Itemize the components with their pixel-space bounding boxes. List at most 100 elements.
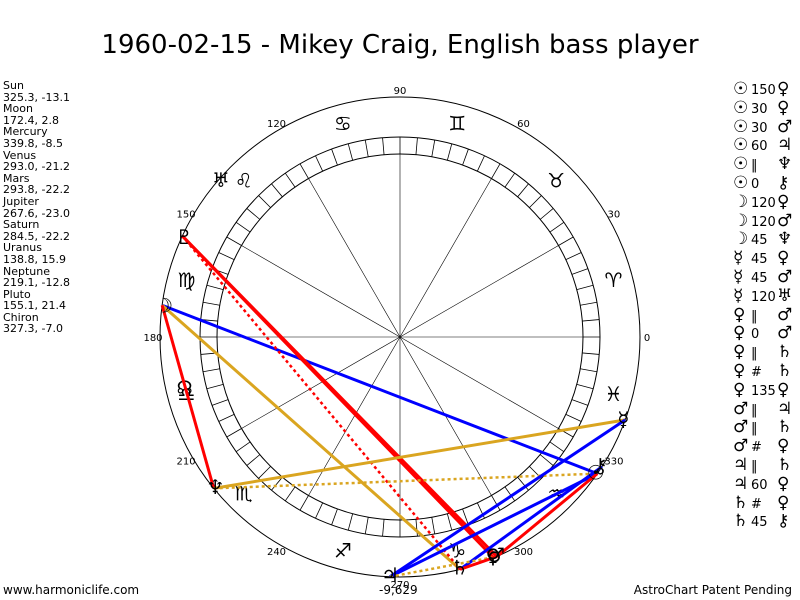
degree-tick: [202, 301, 220, 306]
degree-tick: [558, 236, 574, 246]
aspect-value: 60: [751, 477, 768, 493]
aspect-value: 30: [751, 101, 768, 117]
planet-name-mars: Mars: [3, 171, 30, 185]
planet-position-pluto: 155.1, 21.4: [3, 299, 66, 313]
aspect-planet-b-glyph: ♆: [777, 154, 793, 175]
zodiac-sign-glyph: ♍: [178, 268, 196, 292]
aspect-planet-b-glyph: ♃: [777, 135, 793, 156]
degree-tick: [446, 143, 453, 161]
planet-glyph-sun: ☉: [587, 460, 605, 484]
aspect-planet-b-glyph: ♂: [777, 304, 793, 325]
planet-name-neptune: Neptune: [3, 264, 51, 278]
degree-tick: [491, 163, 501, 179]
aspect-planet-a-glyph: ♀: [733, 304, 746, 325]
aspect-planet-b-glyph: ♆: [777, 229, 793, 250]
aspect-line: [459, 465, 603, 571]
aspect-value: #: [751, 496, 762, 512]
degree-tick: [491, 495, 501, 511]
aspect-row: ☿ 45 ♂: [733, 268, 795, 287]
aspect-row: ♂ ‖ ♃: [733, 398, 795, 419]
degree-tick: [549, 441, 565, 453]
aspect-planet-a-glyph: ☉: [733, 135, 749, 156]
aspect-value: 45: [751, 515, 768, 531]
planet-position-mars: 293.8, -22.2: [3, 183, 70, 197]
aspect-row: ☉ 30 ♂: [733, 116, 795, 137]
degree-tick: [571, 268, 589, 275]
planet-position-list: Sun 325.3, -13.1 Moon 172.4, 2.8 Mercury 339.…: [3, 80, 70, 335]
degree-tick: [539, 454, 554, 466]
degree-tick: [299, 163, 309, 179]
planet-glyph-venus: ♀: [486, 544, 501, 568]
aspect-planet-b-glyph: ♅: [777, 285, 793, 306]
degree-label: 120: [267, 119, 286, 130]
planet-glyph-mercury: ☿: [617, 407, 629, 431]
aspect-row: ☽ 120♂: [733, 211, 795, 231]
aspect-planet-a-glyph: ☉: [733, 154, 749, 175]
zodiac-sign-glyph: ♓: [605, 382, 623, 406]
site-url[interactable]: www.harmoniclife.com: [3, 583, 140, 597]
aspect-line: [161, 304, 462, 571]
house-spoke: [241, 245, 401, 338]
degree-tick: [549, 221, 565, 233]
degree-tick: [202, 368, 220, 373]
degree-tick: [218, 413, 235, 422]
aspect-planet-a-glyph: ☉: [733, 97, 749, 118]
aspect-value: 30: [751, 120, 768, 136]
planet-name-sun: Sun: [3, 79, 24, 92]
aspect-row: ♀ # ♄: [733, 362, 795, 381]
planet-name-chiron: Chiron: [3, 310, 39, 324]
house-spoke: [241, 336, 401, 429]
aspect-planet-b-glyph: ♃: [777, 398, 793, 419]
degree-tick: [315, 155, 324, 172]
degree-label: 180: [143, 333, 162, 344]
planet-name-moon: Moon: [3, 102, 33, 116]
aspect-planet-a-glyph: ♂: [733, 398, 749, 419]
degree-tick: [206, 383, 224, 390]
aspect-row: ☉ 0 ⚷: [733, 174, 795, 193]
aspect-planet-b-glyph: ⚷: [777, 172, 790, 193]
planet-position-saturn: 284.5, -22.2: [3, 229, 70, 243]
aspect-planet-b-glyph: ♄: [777, 360, 793, 381]
degree-tick: [331, 508, 338, 526]
aspect-planet-a-glyph: ♃: [733, 473, 749, 494]
planet-position-neptune: 219.1, -12.8: [3, 276, 70, 290]
aspect-line: [495, 472, 599, 558]
planet-name-venus: Venus: [3, 148, 37, 162]
aspect-row: ☿ 120♅: [733, 285, 795, 306]
degree-tick: [517, 476, 529, 491]
degree-tick: [382, 519, 385, 537]
degree-tick: [246, 208, 261, 220]
degree-label: 30: [608, 210, 621, 221]
coordinate-readout: -9,629: [379, 583, 418, 597]
degree-tick: [211, 399, 229, 406]
planet-glyph-jupiter: ♃: [381, 563, 399, 587]
degree-tick: [284, 172, 296, 188]
aspect-list: ☉ 150♀ ☉ 30 ♀ ☉ 30 ♂ ☉ 60 ♃ ☉ ‖ ♆ ☉ 0 ⚷ ☽ 120♀ ☽ 120♂ ☽ 45 ♆ ☿ 45…: [733, 80, 795, 531]
aspect-row: ♀ 135♀: [733, 380, 795, 400]
degree-tick: [462, 148, 469, 166]
planet-glyph-chiron: ⚷: [593, 454, 608, 478]
degree-tick: [580, 368, 598, 373]
aspect-value: 0: [751, 176, 760, 192]
planet-position-sun: 325.3, -13.1: [3, 90, 70, 104]
aspect-row: ☿ 45 ♀: [733, 249, 795, 268]
aspect-value: 45: [751, 270, 768, 286]
aspect-planet-b-glyph: ♂: [777, 266, 793, 287]
aspect-planet-b-glyph: ♀: [777, 191, 790, 212]
aspect-planet-a-glyph: ☉: [733, 116, 749, 137]
degree-tick: [565, 413, 582, 422]
degree-tick: [576, 284, 594, 291]
degree-label: 150: [177, 210, 196, 221]
degree-tick: [539, 208, 554, 220]
aspect-planet-b-glyph: ♀: [777, 79, 790, 99]
aspect-planet-a-glyph: ☿: [733, 266, 744, 287]
degree-label: 0: [644, 333, 650, 344]
aspect-row: ♀ ‖ ♄: [733, 343, 795, 362]
aspect-planet-b-glyph: ♀: [777, 473, 790, 494]
degree-tick: [517, 183, 529, 198]
aspect-value: ‖: [751, 158, 758, 174]
aspect-planet-b-glyph: ♄: [777, 342, 793, 363]
aspect-line: [160, 304, 216, 489]
degree-label: 270: [390, 580, 409, 591]
